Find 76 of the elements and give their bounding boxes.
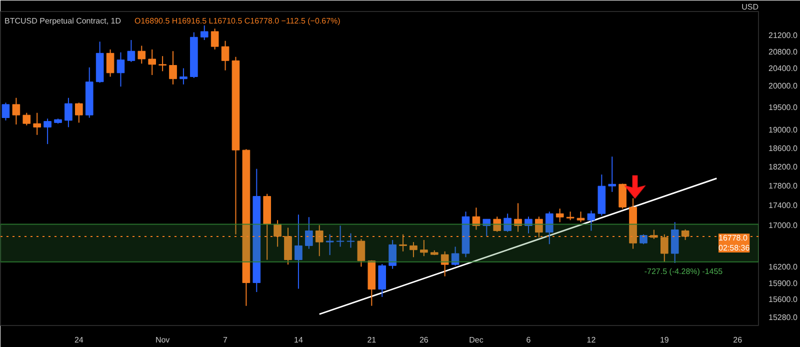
x-tick-label: 7 bbox=[223, 336, 228, 344]
y-tick-label: 16200.0 bbox=[768, 262, 798, 272]
candlestick bbox=[22, 112, 31, 126]
annotation: 02:58:36 bbox=[718, 244, 750, 252]
candlestick bbox=[106, 48, 114, 78]
candlestick bbox=[524, 216, 532, 234]
y-tick-label: 19000.0 bbox=[768, 125, 798, 134]
candlestick bbox=[378, 264, 386, 298]
candlestick bbox=[180, 68, 188, 85]
candlestick bbox=[410, 242, 418, 258]
candlestick bbox=[440, 250, 449, 277]
x-tick-label: Dec bbox=[469, 336, 484, 344]
candlestick bbox=[357, 238, 366, 268]
y-tick-label: 15900.0 bbox=[768, 278, 798, 288]
y-axis-title: USD bbox=[742, 2, 759, 12]
candlestick bbox=[138, 45, 146, 64]
candlestick bbox=[148, 48, 156, 76]
candlestick bbox=[420, 239, 428, 257]
candlestick bbox=[640, 234, 648, 245]
y-tick-label: 17800.0 bbox=[768, 182, 798, 191]
y-tick-label: 19500.0 bbox=[768, 103, 798, 112]
candlestick bbox=[608, 156, 616, 192]
candlestick bbox=[305, 216, 313, 250]
x-tick-label: Nov bbox=[155, 336, 170, 344]
candlestick bbox=[33, 112, 41, 136]
candlestick bbox=[75, 102, 83, 124]
y-tick-label: 21200.0 bbox=[768, 31, 798, 40]
candlestick bbox=[493, 216, 502, 232]
candlestick bbox=[504, 213, 512, 232]
candlestick bbox=[116, 52, 125, 88]
x-tick-label: 24 bbox=[74, 336, 84, 344]
candlestick bbox=[326, 234, 334, 256]
candlestick bbox=[472, 207, 480, 230]
candlestick bbox=[294, 214, 302, 290]
candlestick bbox=[158, 56, 166, 72]
candlestick bbox=[12, 97, 20, 125]
candlestick bbox=[200, 24, 208, 41]
y-tick-label: 20800.0 bbox=[768, 48, 798, 57]
candlestick bbox=[44, 118, 52, 145]
candlestick bbox=[514, 202, 522, 232]
candlestick bbox=[346, 232, 355, 248]
y-tick-label: 20400.0 bbox=[768, 64, 798, 74]
x-tick-label: 19 bbox=[660, 336, 670, 344]
text: BTCUSD Perpetual Contract, 1D bbox=[4, 16, 122, 26]
x-tick-label: 12 bbox=[586, 336, 596, 344]
band-label: -727.5 (-4.28%) -1455 bbox=[644, 266, 724, 276]
candlestick bbox=[127, 40, 136, 62]
candlestick bbox=[545, 211, 554, 245]
candlestick bbox=[451, 246, 460, 266]
candlestick bbox=[169, 50, 177, 85]
candlestick bbox=[618, 183, 626, 210]
x-tick-label: 26 bbox=[733, 336, 743, 344]
x-tick-label: 14 bbox=[294, 336, 304, 344]
candlestick bbox=[388, 239, 396, 270]
y-tick-label: 17000.0 bbox=[768, 221, 798, 230]
candlestick bbox=[576, 211, 585, 223]
y-tick-label: 18200.0 bbox=[768, 162, 798, 172]
candlestick bbox=[670, 222, 679, 264]
text: O16890.5 H16916.5 L16710.5 C16778.0 −112.5 (−0.67%) bbox=[134, 16, 341, 26]
x-tick-label: 21 bbox=[367, 336, 377, 344]
candlestick bbox=[210, 28, 219, 50]
y-tick-label: 15280.0 bbox=[768, 313, 798, 322]
y-tick-label: 18600.0 bbox=[768, 144, 798, 153]
candlestick bbox=[482, 218, 491, 237]
candlestick bbox=[556, 208, 564, 223]
x-tick-label: 26 bbox=[419, 336, 429, 344]
candlestick bbox=[587, 210, 596, 232]
y-tick-label: 17400.0 bbox=[768, 201, 798, 210]
y-tick-label: 20000.0 bbox=[768, 81, 798, 90]
candlestick bbox=[64, 97, 72, 128]
candlestick bbox=[336, 225, 344, 248]
candlestick bbox=[221, 40, 230, 71]
y-tick-label: 15600.0 bbox=[768, 295, 798, 304]
x-tick-label: 6 bbox=[526, 336, 532, 344]
candlestick bbox=[2, 102, 10, 121]
ref-line-label: 16778.0 bbox=[718, 234, 748, 243]
